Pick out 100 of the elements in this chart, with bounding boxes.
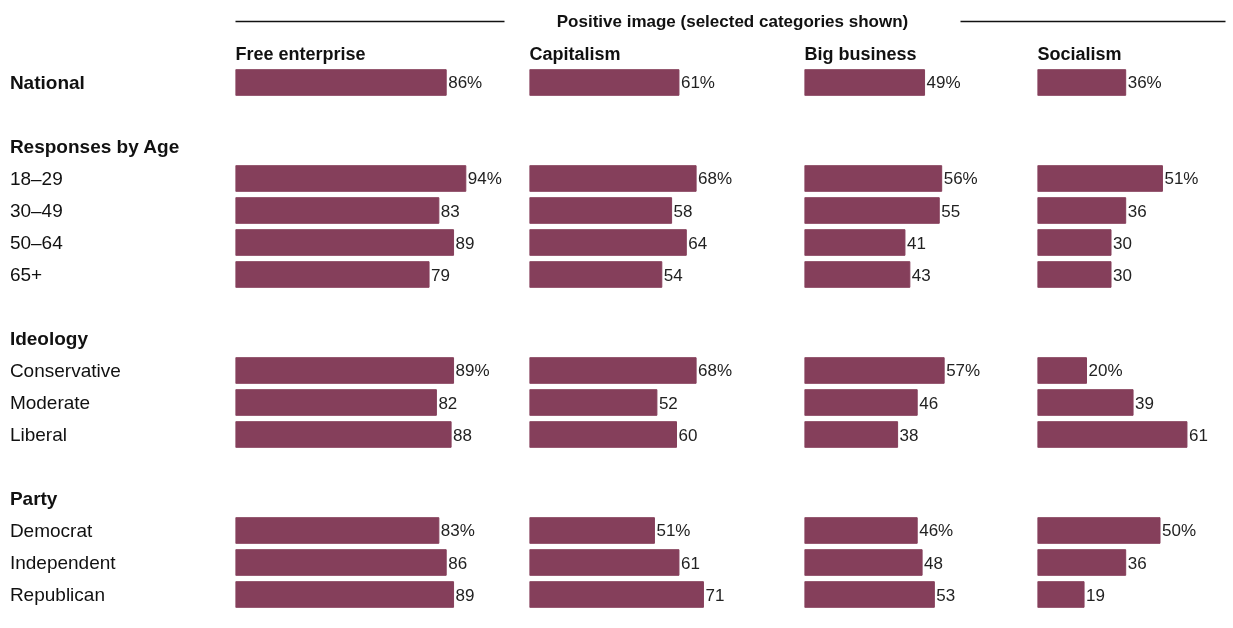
bar	[529, 229, 687, 256]
data-label: 68%	[698, 361, 733, 380]
data-label: 56%	[943, 169, 978, 188]
bar	[804, 421, 899, 448]
y-tick-label: 65+	[9, 264, 43, 285]
bar	[529, 69, 680, 96]
bar	[235, 357, 455, 384]
data-label: 79	[431, 265, 450, 285]
data-label: 52	[658, 393, 678, 413]
bar	[529, 581, 704, 608]
chart-title: Capitalism	[529, 43, 621, 64]
y-tick-label: National	[9, 72, 85, 93]
bar	[1037, 549, 1127, 576]
data-label: 53	[936, 585, 956, 605]
data-label: 54	[663, 265, 683, 285]
y-tick-label: Conservative	[9, 360, 121, 381]
data-label: 89	[455, 233, 475, 253]
data-label: 82	[438, 393, 458, 413]
data-label: 61%	[680, 73, 715, 92]
data-label: 43	[911, 265, 931, 285]
bar	[804, 197, 940, 224]
bar	[529, 165, 697, 192]
data-label: 55	[941, 201, 961, 221]
bar	[804, 517, 918, 544]
bar	[804, 357, 945, 384]
chart-title: Free enterprise	[235, 43, 366, 64]
data-label: 57%	[946, 361, 981, 380]
data-label: 71	[705, 585, 725, 605]
data-label: 51%	[1164, 169, 1199, 188]
y-tick-label: Responses by Age	[9, 136, 180, 157]
bar	[529, 549, 680, 576]
data-label: 46%	[919, 521, 954, 540]
bar	[529, 357, 697, 384]
bar	[235, 389, 437, 416]
bar	[1037, 229, 1112, 256]
bar	[804, 581, 935, 608]
y-tick-label: Party	[9, 488, 58, 509]
y-tick-label: Independent	[9, 552, 117, 573]
data-label: 38	[899, 425, 919, 445]
chart-title: Socialism	[1037, 43, 1122, 64]
bar	[235, 229, 455, 256]
data-label: 49%	[926, 73, 961, 92]
data-label: 20%	[1088, 361, 1123, 380]
data-label: 83%	[440, 521, 475, 540]
data-label: 61	[680, 553, 700, 573]
bar	[235, 581, 455, 608]
data-label: 60	[678, 425, 698, 445]
data-label: 83	[440, 201, 460, 221]
bar	[1037, 357, 1087, 384]
data-label: 36	[1127, 201, 1147, 221]
data-label: 48	[924, 553, 944, 573]
bar	[804, 69, 926, 96]
bar	[1037, 517, 1161, 544]
bar	[529, 261, 663, 288]
bar	[235, 549, 447, 576]
data-label: 58	[673, 201, 693, 221]
bar	[1037, 421, 1188, 448]
data-label: 68%	[698, 169, 733, 188]
y-tick-label: Liberal	[9, 424, 67, 445]
data-label: 36	[1127, 553, 1147, 573]
data-label: 30	[1113, 265, 1132, 285]
bar	[529, 197, 673, 224]
y-tick-label: 18–29	[9, 168, 63, 189]
y-tick-label: Democrat	[9, 520, 93, 541]
data-label: 36%	[1127, 73, 1162, 92]
y-tick-label: Moderate	[9, 392, 91, 413]
bar	[529, 517, 655, 544]
bar	[1037, 69, 1127, 96]
data-label: 89%	[455, 361, 490, 380]
data-label: 94%	[467, 169, 502, 188]
data-label: 51%	[656, 521, 691, 540]
bar	[529, 421, 677, 448]
bar	[529, 389, 658, 416]
data-label: 46	[919, 393, 939, 413]
data-label: 30	[1113, 233, 1132, 253]
bar	[1037, 261, 1112, 288]
data-label: 86%	[448, 73, 483, 92]
bar	[1037, 165, 1163, 192]
bar	[804, 229, 906, 256]
bar	[1037, 197, 1127, 224]
data-label: 19	[1086, 585, 1105, 605]
data-label: 64	[688, 233, 708, 253]
bar	[235, 517, 440, 544]
bar	[804, 261, 911, 288]
bar	[235, 261, 430, 288]
data-label: 88	[453, 425, 473, 445]
bar	[804, 389, 918, 416]
data-label: 39	[1135, 393, 1154, 413]
bar	[804, 549, 923, 576]
bar	[235, 69, 447, 96]
y-tick-label: Ideology	[9, 328, 89, 349]
data-label: 41	[906, 233, 926, 253]
bar	[235, 421, 452, 448]
data-label: 61	[1188, 425, 1208, 445]
y-tick-label: 30–49	[9, 200, 63, 221]
y-tick-label: 50–64	[9, 232, 64, 253]
chart-title: Big business	[804, 43, 917, 64]
data-label: 86	[448, 553, 468, 573]
bar	[235, 197, 440, 224]
bar	[1037, 389, 1134, 416]
